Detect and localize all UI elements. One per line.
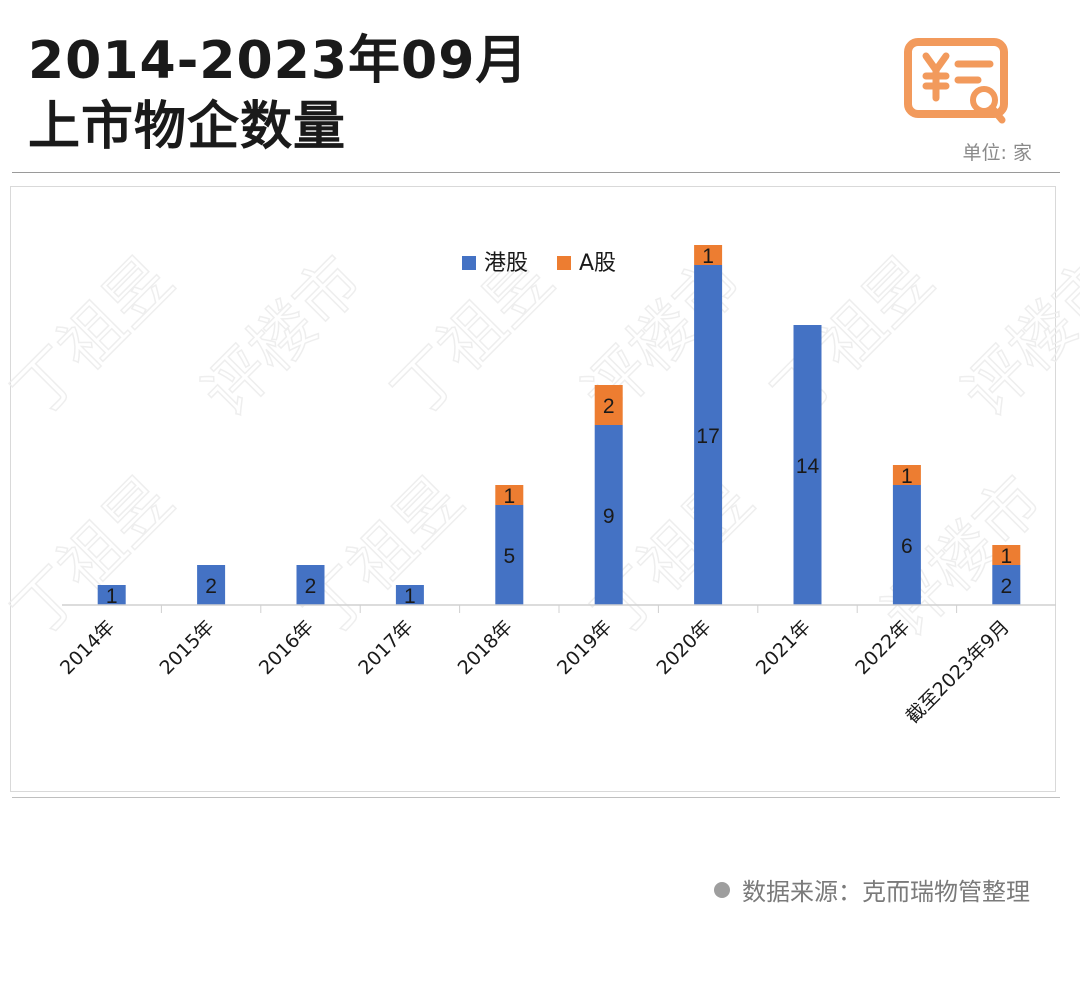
bar-hk-2 bbox=[296, 565, 325, 605]
stacked-bar-chart: 丁祖昱 评楼市 丁祖昱 评楼市 丁祖昱 评楼市 丁祖昱 丁祖昱 丁祖昱 评楼市 … bbox=[0, 242, 1080, 728]
x-tick-label-8: 2022年 bbox=[851, 616, 914, 679]
svg-text:丁祖昱: 丁祖昱 bbox=[289, 463, 477, 651]
chart-bottom-divider bbox=[12, 797, 1060, 798]
chart-frame bbox=[10, 186, 1056, 792]
bar-hk-6 bbox=[694, 265, 723, 605]
bar-hk-7 bbox=[793, 325, 822, 605]
data-label-hk-9: 2 bbox=[1000, 575, 1012, 598]
bar-a-8 bbox=[892, 465, 921, 485]
svg-text:丁祖昱: 丁祖昱 bbox=[379, 243, 567, 431]
header-divider bbox=[12, 172, 1060, 173]
svg-text:丁祖昱: 丁祖昱 bbox=[0, 243, 187, 431]
bar-hk-1 bbox=[197, 565, 226, 605]
data-label-hk-4: 5 bbox=[503, 545, 515, 568]
chart-legend: 港股 A股 bbox=[462, 251, 616, 276]
data-label-a-9: 1 bbox=[1000, 545, 1012, 568]
data-label-a-6: 1 bbox=[702, 245, 714, 268]
bar-hk-0 bbox=[97, 585, 126, 605]
legend-swatch-1 bbox=[557, 256, 571, 270]
bar-a-4 bbox=[495, 485, 524, 505]
page-title: 2014-2023年09月 上市物企数量 bbox=[28, 28, 528, 160]
data-label-a-4: 1 bbox=[503, 485, 515, 508]
data-label-hk-7: 14 bbox=[796, 455, 820, 478]
x-axis-ticks: 2014年 2015年 2016年 2017年 2018年 2019年 2020年 2021年… bbox=[56, 605, 1014, 728]
x-tick-label-7: 2021年 bbox=[752, 616, 815, 679]
x-tick-label-5: 2019年 bbox=[553, 616, 616, 679]
data-label-hk-2: 2 bbox=[305, 575, 317, 598]
svg-text:评楼市: 评楼市 bbox=[949, 243, 1080, 431]
bar-a-9 bbox=[992, 545, 1021, 565]
legend-label-0: 港股 bbox=[484, 251, 528, 276]
bars-group: 1 2 2 1 5 1 9 2 17 1 14 6 1 2 1 bbox=[97, 245, 1021, 608]
bar-hk-5 bbox=[594, 425, 623, 605]
source-note: 数据来源：克而瑞物管整理 bbox=[714, 872, 1030, 907]
x-tick-label-6: 2020年 bbox=[652, 616, 715, 679]
data-label-a-8: 1 bbox=[901, 465, 913, 488]
unit-label: 单位: 家 bbox=[962, 142, 1032, 164]
bar-hk-8 bbox=[892, 485, 921, 605]
data-label-hk-8: 6 bbox=[901, 535, 913, 558]
x-tick-label-1: 2015年 bbox=[155, 616, 218, 679]
bar-hk-3 bbox=[395, 585, 424, 605]
source-text: 数据来源：克而瑞物管整理 bbox=[742, 878, 1030, 906]
data-label-hk-1: 2 bbox=[205, 575, 217, 598]
receipt-search-icon bbox=[904, 38, 1008, 124]
data-label-a-5: 2 bbox=[603, 395, 615, 418]
bullet-dot-icon bbox=[714, 881, 730, 898]
svg-text:丁祖昱: 丁祖昱 bbox=[759, 243, 947, 431]
legend-swatch-0 bbox=[462, 256, 476, 270]
x-tick-label-4: 2018年 bbox=[454, 616, 517, 679]
title-line-2: 上市物企数量 bbox=[28, 97, 347, 157]
title-line-1: 2014-2023年09月 bbox=[28, 31, 529, 91]
legend-label-1: A股 bbox=[579, 251, 616, 276]
bar-hk-9 bbox=[992, 565, 1021, 605]
data-label-hk-5: 9 bbox=[603, 505, 615, 528]
data-label-hk-3: 1 bbox=[404, 585, 416, 608]
svg-text:丁祖昱: 丁祖昱 bbox=[0, 463, 187, 651]
bar-a-5 bbox=[594, 385, 623, 425]
data-label-hk-0: 1 bbox=[106, 585, 118, 608]
data-label-hk-6: 17 bbox=[696, 425, 719, 448]
x-tick-label-2: 2016年 bbox=[255, 616, 318, 679]
bar-hk-4 bbox=[495, 505, 524, 605]
bar-a-6 bbox=[694, 245, 723, 265]
svg-text:评楼市: 评楼市 bbox=[189, 243, 377, 431]
